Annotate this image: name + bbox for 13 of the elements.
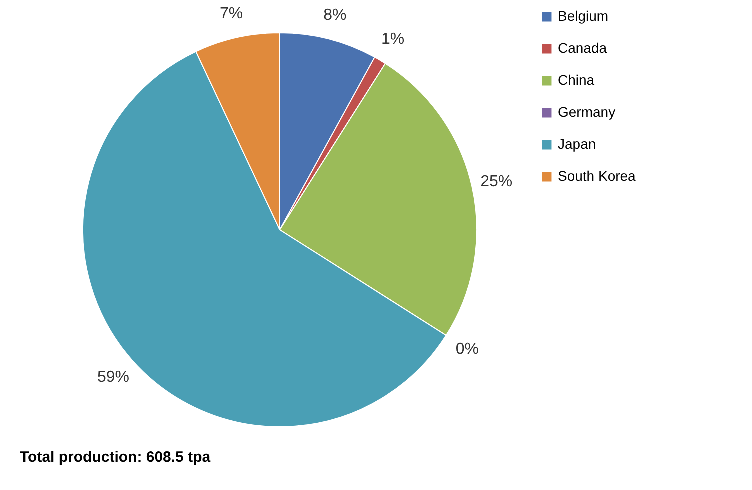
legend-label: Belgium <box>558 8 609 24</box>
data-label: 1% <box>381 30 405 48</box>
data-label: 7% <box>220 5 244 22</box>
legend-label: China <box>558 72 595 88</box>
text: Total production: 608.5 tpa <box>20 449 212 466</box>
legend-label: Japan <box>558 136 596 152</box>
data-label: 25% <box>480 174 513 191</box>
data-label: 8% <box>324 6 347 24</box>
legend-label: Canada <box>558 40 608 56</box>
legend-label: South Korea <box>558 168 636 184</box>
data-label: 59% <box>97 368 130 386</box>
legend-label: Germany <box>558 104 616 120</box>
text: 0% <box>456 340 480 358</box>
